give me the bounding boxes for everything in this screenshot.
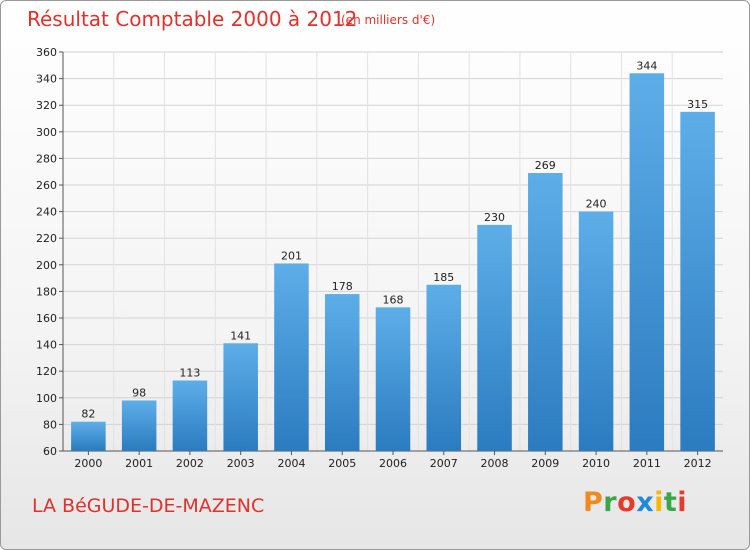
proxiti-logo: Proxiti bbox=[583, 487, 687, 518]
y-tick-label: 80 bbox=[43, 418, 57, 431]
bar-value-label: 269 bbox=[535, 159, 556, 172]
y-tick-label: 60 bbox=[43, 445, 57, 458]
x-tick-label: 2008 bbox=[481, 457, 509, 470]
bar-value-label: 113 bbox=[179, 367, 200, 380]
logo-letter: i bbox=[654, 487, 664, 518]
x-tick-label: 2007 bbox=[430, 457, 458, 470]
bar-value-label: 230 bbox=[484, 211, 505, 224]
bar bbox=[274, 263, 309, 451]
bar bbox=[223, 343, 258, 451]
bar-value-label: 82 bbox=[81, 408, 95, 421]
chart-subtitle: (en milliers d'€) bbox=[341, 13, 436, 27]
y-tick-label: 340 bbox=[36, 73, 57, 86]
bar bbox=[324, 294, 360, 451]
y-tick-label: 360 bbox=[36, 46, 57, 59]
bar bbox=[426, 284, 462, 451]
bar-value-label: 315 bbox=[687, 98, 708, 111]
logo-letter: i bbox=[677, 487, 688, 518]
y-tick-label: 100 bbox=[36, 392, 57, 405]
commune-name: LA BéGUDE-DE-MAZENC bbox=[32, 495, 265, 517]
bar bbox=[477, 224, 512, 451]
y-tick-label: 280 bbox=[36, 152, 57, 165]
bar-value-label: 141 bbox=[230, 329, 251, 342]
bar-value-label: 201 bbox=[281, 249, 302, 262]
x-tick-label: 2010 bbox=[582, 457, 610, 470]
logo-letter: o bbox=[617, 487, 637, 518]
bar bbox=[121, 400, 157, 451]
bar bbox=[680, 111, 715, 451]
bar bbox=[375, 307, 411, 451]
y-tick-label: 320 bbox=[36, 99, 57, 112]
logo-letter: t bbox=[663, 487, 678, 518]
logo-letter: x bbox=[636, 487, 655, 518]
x-tick-label: 2005 bbox=[328, 457, 356, 470]
bar-value-label: 168 bbox=[383, 293, 404, 306]
x-tick-label: 2011 bbox=[633, 457, 661, 470]
bar bbox=[172, 380, 208, 451]
bar bbox=[71, 421, 106, 451]
x-tick-label: 2006 bbox=[379, 457, 407, 470]
x-tick-label: 2000 bbox=[74, 457, 102, 470]
y-tick-label: 160 bbox=[36, 312, 57, 325]
x-tick-label: 2001 bbox=[125, 457, 153, 470]
y-tick-label: 180 bbox=[36, 285, 57, 298]
y-tick-label: 240 bbox=[36, 206, 57, 219]
x-tick-label: 2009 bbox=[531, 457, 559, 470]
y-tick-label: 140 bbox=[36, 339, 57, 352]
bar-value-label: 178 bbox=[332, 280, 353, 293]
bar-value-label: 98 bbox=[132, 386, 146, 399]
bar bbox=[528, 173, 563, 451]
y-tick-label: 120 bbox=[36, 365, 57, 378]
y-tick-label: 220 bbox=[36, 232, 57, 245]
logo-letter: P bbox=[583, 487, 604, 518]
x-tick-label: 2004 bbox=[277, 457, 305, 470]
y-tick-label: 200 bbox=[36, 259, 57, 272]
chart-title: Résultat Comptable 2000 à 2012 bbox=[27, 7, 358, 31]
bar-value-label: 344 bbox=[636, 59, 657, 72]
bar-value-label: 185 bbox=[433, 271, 454, 284]
logo-letter: r bbox=[603, 487, 618, 518]
bar bbox=[629, 73, 665, 451]
y-tick-label: 260 bbox=[36, 179, 57, 192]
bar bbox=[578, 211, 614, 451]
bar-value-label: 240 bbox=[586, 198, 607, 211]
y-tick-label: 300 bbox=[36, 126, 57, 139]
x-tick-label: 2002 bbox=[176, 457, 204, 470]
x-tick-label: 2003 bbox=[227, 457, 255, 470]
x-tick-label: 2012 bbox=[684, 457, 712, 470]
